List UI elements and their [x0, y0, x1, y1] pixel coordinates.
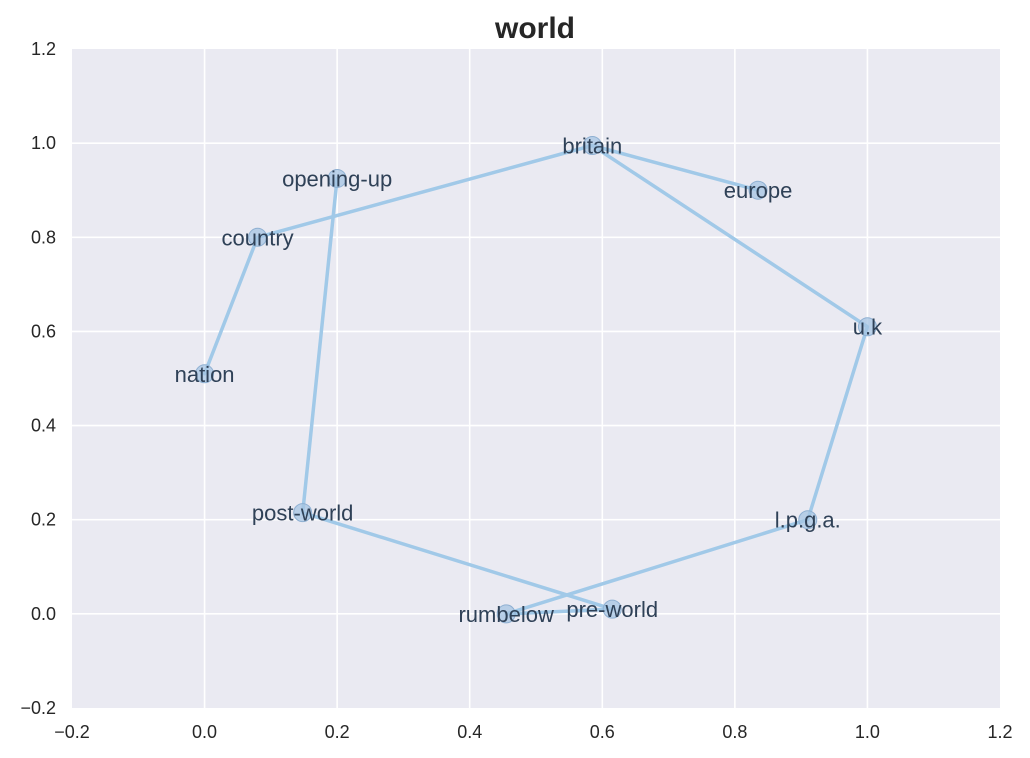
chart-title: world: [494, 12, 575, 45]
point-marker: [582, 135, 602, 155]
x-tick-label: 0.4: [457, 722, 482, 742]
point-marker: [496, 604, 516, 624]
x-tick-label: −0.2: [54, 722, 90, 742]
point-label: l.p.g.a.: [775, 508, 841, 533]
grid-lines: [72, 49, 1000, 708]
point-label: pre-world: [566, 597, 658, 622]
point-label: nation: [175, 362, 235, 387]
x-tick-label: 1.2: [987, 722, 1012, 742]
point-marker: [248, 227, 268, 247]
x-tick-label: 0.6: [590, 722, 615, 742]
y-tick-label: 0.2: [31, 510, 56, 530]
point-marker: [602, 599, 622, 619]
point-marker: [293, 503, 313, 523]
y-axis-ticks: −0.2 0.0 0.2 0.4 0.6 0.8 1.0 1.2: [20, 39, 56, 718]
data-points: [195, 135, 877, 624]
point-marker: [748, 180, 768, 200]
point-label: europe: [724, 178, 793, 203]
point-label: u.k: [853, 315, 883, 340]
y-tick-label: −0.2: [20, 698, 56, 718]
point-label: post-world: [252, 501, 353, 526]
point-marker: [798, 510, 818, 530]
point-label: country: [222, 225, 294, 250]
x-tick-label: 0.0: [192, 722, 217, 742]
point-label: britain: [562, 133, 622, 158]
y-tick-label: 1.0: [31, 133, 56, 153]
y-tick-label: 0.4: [31, 416, 56, 436]
point-label: opening-up: [282, 166, 392, 191]
plot-area: [72, 49, 1000, 708]
y-tick-label: 0.6: [31, 321, 56, 341]
x-axis-ticks: −0.2 0.0 0.2 0.4 0.6 0.8 1.0 1.2: [54, 722, 1012, 742]
y-tick-label: 0.8: [31, 227, 56, 247]
x-tick-label: 0.8: [722, 722, 747, 742]
point-marker: [195, 364, 215, 384]
y-tick-label: 0.0: [31, 604, 56, 624]
point-marker: [857, 317, 877, 337]
x-tick-label: 1.0: [855, 722, 880, 742]
point-labels: nation country britain europe u.k l.p.g.a. rum…: [175, 133, 884, 626]
x-tick-label: 0.2: [325, 722, 350, 742]
y-tick-label: 1.2: [31, 39, 56, 59]
point-marker: [327, 168, 347, 188]
point-label: rumbelow: [458, 602, 553, 627]
